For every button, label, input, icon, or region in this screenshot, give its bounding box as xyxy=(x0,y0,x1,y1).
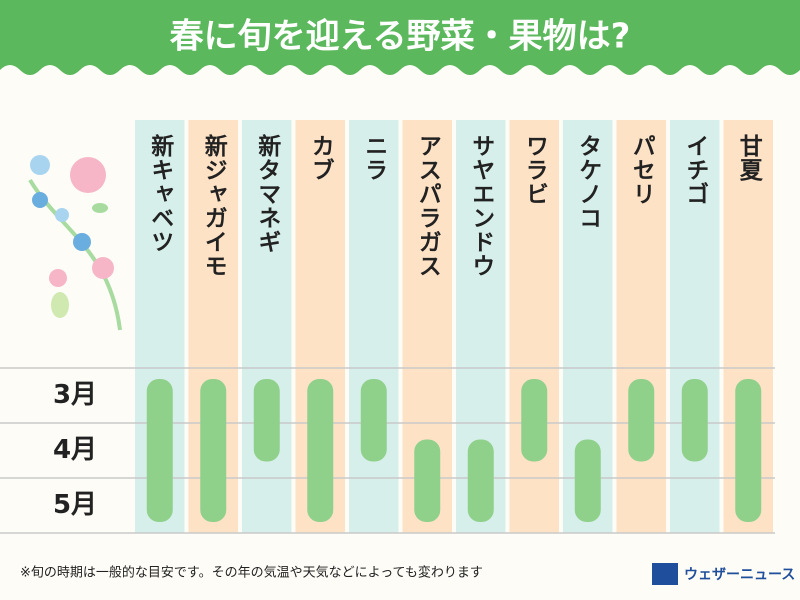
range-bar xyxy=(146,379,173,522)
column-bg xyxy=(242,120,292,533)
range-bar xyxy=(681,379,708,462)
category-label: 新キャベツ xyxy=(147,133,175,254)
column-bg xyxy=(509,120,559,533)
range-bar xyxy=(628,379,655,462)
range-bar xyxy=(360,379,387,462)
column-bg xyxy=(670,120,720,533)
range-bar xyxy=(200,379,227,522)
logo-mark xyxy=(652,563,678,585)
category-label: サヤエンドウ xyxy=(468,134,495,278)
category-label: タケノコ xyxy=(575,134,602,230)
range-bar xyxy=(467,439,494,522)
range-bar xyxy=(414,439,441,522)
y-tick-label: 3月 xyxy=(53,380,97,410)
decoration xyxy=(28,155,122,331)
range-bar xyxy=(521,379,548,462)
y-tick-label: 5月 xyxy=(53,490,97,520)
footnote: ※旬の時期は一般的な目安です。その年の気温や天気などによっても変わります xyxy=(20,565,483,581)
category-label: パセリ xyxy=(628,134,655,206)
category-label: アスパラガス xyxy=(414,134,441,278)
category-label: イチゴ xyxy=(682,134,709,206)
title: 春に旬を迎える野菜・果物は? xyxy=(170,17,631,57)
category-label: カブ xyxy=(307,134,334,182)
category-label: 新ジャガイモ xyxy=(200,133,228,278)
logo: ウェザーニュース xyxy=(684,567,795,583)
range-bar xyxy=(307,379,334,522)
column-bg xyxy=(349,120,399,533)
category-label: ニラ xyxy=(361,134,388,182)
range-bar xyxy=(253,379,280,462)
y-tick-label: 4月 xyxy=(53,435,97,465)
category-label: 新タマネギ xyxy=(254,133,282,254)
header-banner xyxy=(0,0,800,75)
category-label: ワラビ xyxy=(521,134,547,206)
category-label: 甘夏 xyxy=(735,134,763,182)
range-bar xyxy=(735,379,762,522)
range-bar xyxy=(574,439,601,522)
column-bg xyxy=(616,120,666,533)
